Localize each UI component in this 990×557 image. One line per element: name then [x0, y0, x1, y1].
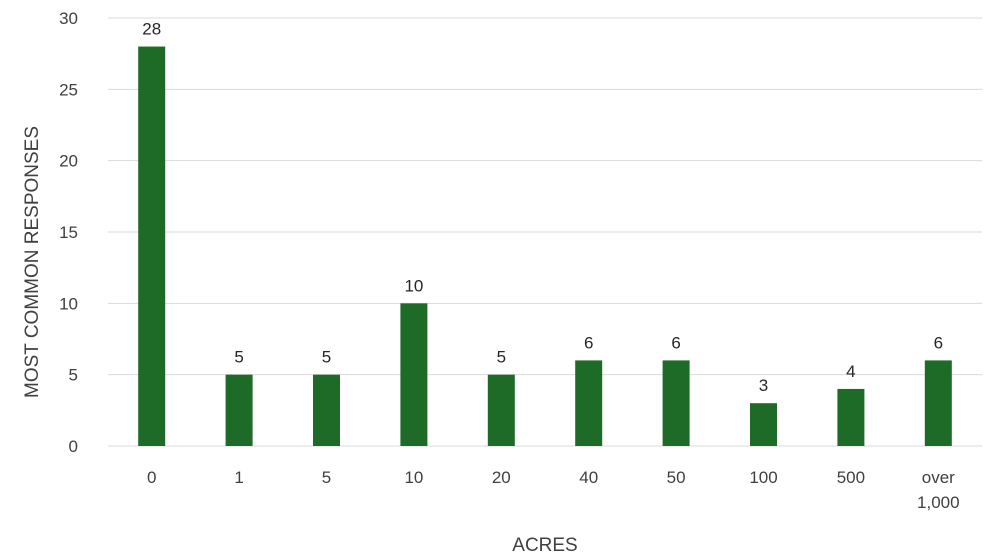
x-tick-label: 100 [749, 468, 777, 487]
data-label: 5 [234, 348, 243, 367]
y-axis-title: MOST COMMON RESPONSES [22, 126, 43, 398]
y-tick-label: 20 [59, 152, 78, 171]
y-axis-ticks: 0 5 10 15 20 25 30 [59, 9, 78, 456]
x-tick-label: 5 [322, 468, 331, 487]
bar-40 [575, 360, 603, 446]
y-tick-label: 10 [59, 294, 78, 313]
y-tick-label: 25 [59, 80, 78, 99]
bar-over-1-000 [924, 360, 952, 446]
bar-100 [750, 403, 777, 446]
data-label: 5 [322, 348, 331, 367]
data-label: 6 [584, 333, 593, 352]
x-axis-title: ACRES [512, 535, 577, 556]
y-tick-label: 5 [69, 366, 78, 385]
data-label: 5 [497, 348, 506, 367]
bar-20 [487, 374, 515, 446]
bar-50 [662, 360, 690, 446]
y-tick-label: 0 [69, 437, 78, 456]
x-tick-label: 20 [492, 468, 511, 487]
bar-10 [400, 303, 428, 446]
bar-0 [138, 46, 166, 447]
data-label: 4 [846, 362, 855, 381]
bar-1 [225, 374, 253, 446]
x-tick-label: 40 [579, 468, 598, 487]
gridlines [108, 17, 982, 447]
bars [138, 46, 952, 447]
data-labels: 28 5 5 10 5 6 6 3 4 6 [142, 20, 943, 396]
x-tick-label: 500 [837, 468, 865, 487]
data-label: 6 [934, 333, 943, 352]
data-label: 10 [404, 276, 423, 295]
bar-5 [313, 374, 340, 446]
y-tick-label: 15 [59, 223, 78, 242]
y-tick-label: 30 [59, 9, 78, 28]
x-tick-label: 10 [404, 468, 423, 487]
x-tick-label: 1 [234, 468, 243, 487]
data-label: 28 [142, 20, 161, 39]
x-tick-label: 0 [147, 468, 156, 487]
bar-500 [837, 388, 865, 446]
x-axis-ticks: 0 1 5 10 20 40 50 100 500 over 1,000 [147, 468, 960, 512]
data-label: 6 [671, 333, 680, 352]
data-label: 3 [759, 376, 768, 395]
x-tick-label: over 1,000 [917, 468, 960, 512]
x-tick-label: 50 [667, 468, 686, 487]
